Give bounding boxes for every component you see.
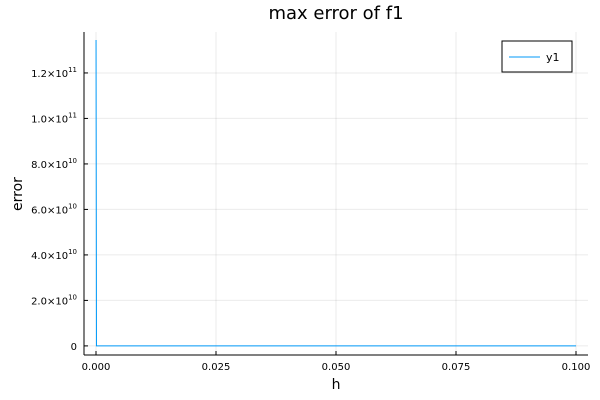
y-tick-label-4: 8.0×1010 (31, 157, 77, 171)
legend: y1 (501, 40, 573, 73)
x-ticks: 0.000 0.025 0.050 0.075 0.100 (82, 351, 591, 373)
grid (84, 32, 588, 355)
x-tick-label-1: 0.025 (202, 362, 231, 373)
x-tick-label-4: 0.100 (562, 362, 591, 373)
y-tick-label-5: 1.0×1011 (31, 111, 77, 125)
series-line-y1 (95, 39, 576, 347)
x-tick-label-2: 0.050 (322, 362, 351, 373)
y-tick-label-2: 4.0×1010 (31, 248, 77, 262)
legend-label-y1: y1 (546, 51, 560, 64)
x-tick-label-0: 0.000 (82, 362, 111, 373)
y-axis-label: error (10, 177, 26, 211)
y-tick-label-1: 2.0×1010 (31, 293, 77, 307)
y-ticks: 0 2.0×1010 4.0×1010 6.0×1010 8.0×1010 1.0×101… (31, 66, 88, 353)
x-axis-label: h (332, 377, 341, 393)
y-tick-label-6: 1.2×1011 (31, 66, 77, 80)
series-group (95, 39, 576, 347)
y-tick-label-0: 0 (71, 342, 77, 353)
chart-title: max error of f1 (268, 3, 403, 24)
y-tick-label-3: 6.0×1010 (31, 202, 77, 216)
x-tick-label-3: 0.075 (442, 362, 471, 373)
